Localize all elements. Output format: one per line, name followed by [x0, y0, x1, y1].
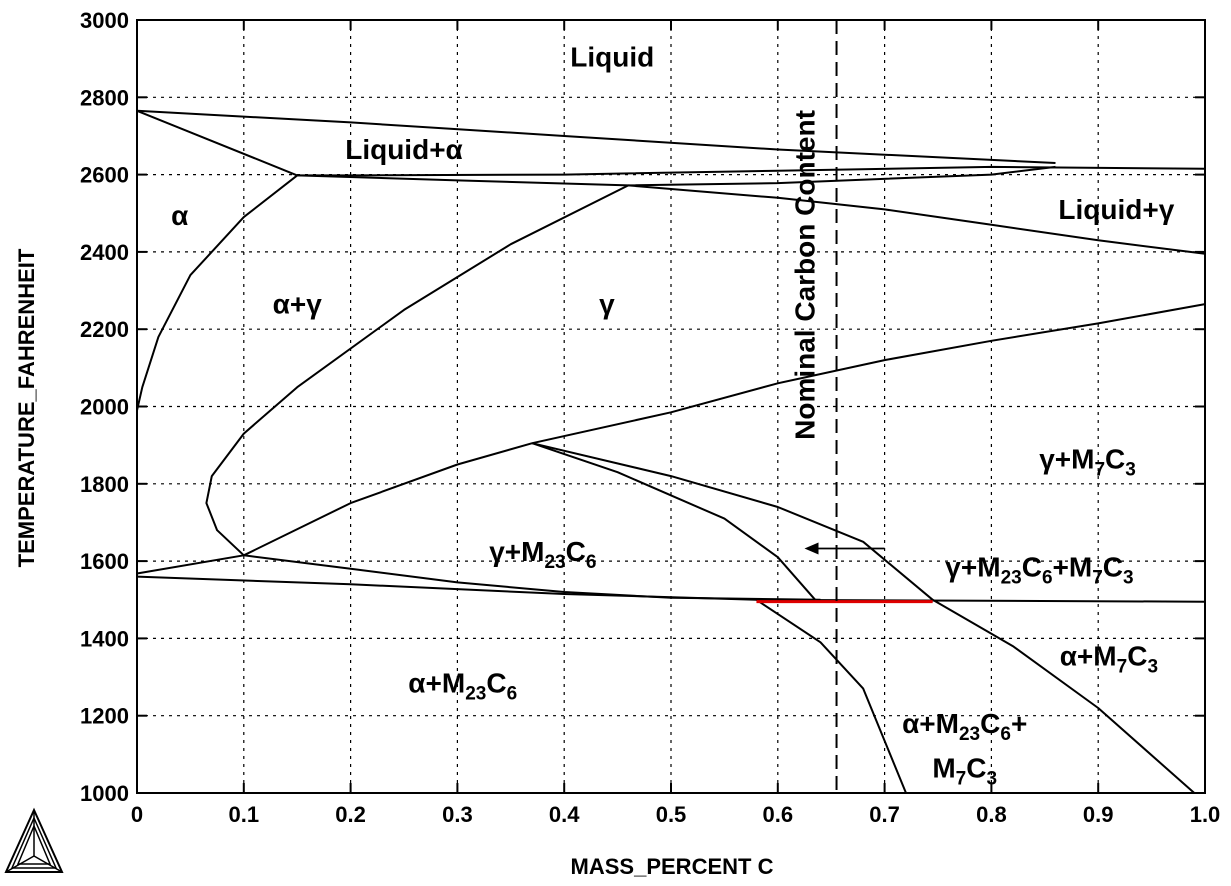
arrow-head: [804, 542, 819, 555]
phase-boundary-peritectic-1: [297, 165, 1206, 177]
x-tick-label: 0.9: [1083, 802, 1114, 827]
x-tick-label: 0.3: [442, 802, 473, 827]
y-tick-label: 1000: [80, 781, 129, 806]
region-labels: Liquid Liquid+α Liquid+γ α α+γ γ γ+M7C3 γ+M23C6…: [171, 41, 1175, 789]
x-tick-label: 0.2: [335, 802, 366, 827]
region-label: Liquid+γ: [1058, 194, 1174, 225]
y-tick-label: 1600: [80, 549, 129, 574]
region-label: M7C3: [932, 753, 997, 790]
y-tick-label: 3000: [80, 8, 129, 33]
y-tick-label: 1800: [80, 472, 129, 497]
x-tick-label: 0: [131, 802, 143, 827]
region-label: α+M7C3: [1060, 640, 1158, 677]
phase-boundary-acm-m23c6: [243, 442, 533, 557]
x-tick-label: 0.7: [869, 802, 900, 827]
phase-boundary-m23c6-boundary-a: [531, 442, 816, 601]
x-tick-label: 0.8: [976, 802, 1007, 827]
region-label: α+γ: [273, 289, 323, 320]
region-label: α+M23C6+: [902, 708, 1027, 745]
nominal-carbon-marker: Nominal Carbon Content: [790, 20, 838, 793]
phase-boundary-alpha-m23c6-m7c3-a: [755, 598, 907, 794]
phase-boundary-alpha-gamma-loop: [205, 184, 629, 557]
region-label: Liquid: [570, 41, 654, 72]
x-tick-label: 1.0: [1190, 802, 1221, 827]
phase-boundary-liquid-alpha-liquidus: [136, 109, 298, 177]
x-tick-label: 0.5: [656, 802, 687, 827]
phase-boundary-alpha-m7c3-boundary: [932, 598, 1195, 794]
y-tick-label: 1400: [80, 626, 129, 651]
y-tick-label: 1200: [80, 704, 129, 729]
phase-boundary-gamma-solidus: [628, 184, 1206, 255]
region-label: α+M23C6: [408, 668, 517, 705]
region-label: γ+M23C6+M7C3: [945, 552, 1133, 589]
region-label: γ: [599, 289, 615, 320]
x-tick-label: 0.1: [229, 802, 260, 827]
phase-boundary-liquidus-top: [136, 109, 1056, 164]
phase-boundary-m23c6-boundary-b: [531, 442, 934, 601]
region-label: α: [171, 200, 188, 231]
axis-ticks: 0 0.1 0.2 0.3 0.4 0.5 0.6 0.7 0.8 0.9 1.0 1000 1200 1…: [80, 8, 1220, 827]
y-tick-label: 2000: [80, 395, 129, 420]
phase-boundaries: [136, 109, 1206, 794]
phase-boundary-alpha-alpha-gamma: [136, 174, 298, 411]
phase-boundary-peritectic-2: [297, 165, 1056, 187]
nominal-carbon-label: Nominal Carbon Content: [790, 110, 821, 440]
region-label: γ+M7C3: [1039, 443, 1136, 480]
y-tick-label: 2600: [80, 163, 129, 188]
y-axis-title: TEMPERATURE_FAHRENHEIT: [14, 248, 39, 567]
y-tick-label: 2800: [80, 85, 129, 110]
y-tick-label: 2400: [80, 240, 129, 265]
y-tick-label: 2200: [80, 317, 129, 342]
x-axis-title: MASS_PERCENT C: [571, 854, 774, 879]
x-tick-label: 0.6: [763, 802, 794, 827]
x-tick-label: 0.4: [549, 802, 580, 827]
annotation-arrow: [804, 542, 885, 555]
region-label: Liquid+α: [345, 134, 463, 165]
thermo-calc-logo-icon: [4, 807, 64, 873]
phase-boundary-acm-m7c3: [531, 303, 1206, 445]
region-label: γ+M23C6: [489, 536, 596, 573]
